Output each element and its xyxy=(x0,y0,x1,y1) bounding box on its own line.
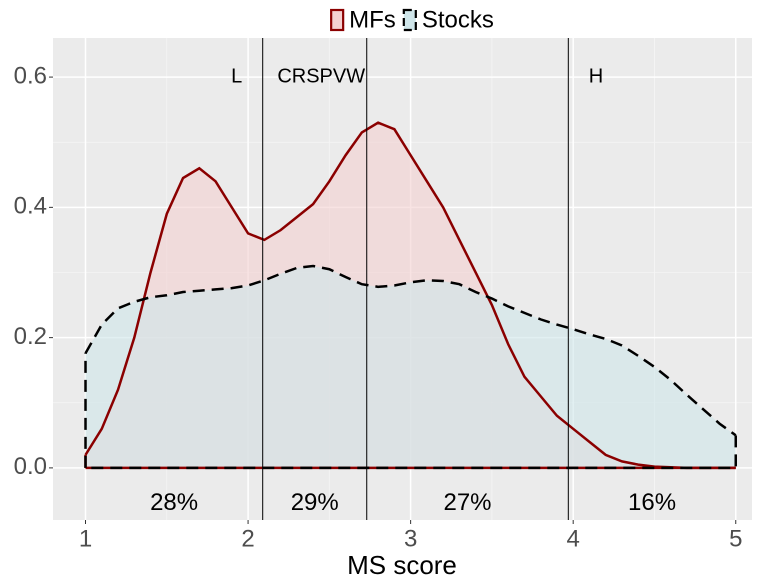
legend-key xyxy=(402,8,417,32)
density-line xyxy=(84,264,737,437)
x-tick-label: 3 xyxy=(404,525,417,552)
x-tick-label: 2 xyxy=(241,525,254,552)
annotation: CRSPVW xyxy=(277,65,365,87)
x-axis-title: MS score xyxy=(347,550,457,580)
y-tick-label: 0.4 xyxy=(14,193,47,220)
share-label: 16% xyxy=(628,489,676,516)
y-tick-label: 0.6 xyxy=(14,62,47,89)
share-label: 27% xyxy=(443,489,491,516)
legend-label: Stocks xyxy=(422,6,494,33)
density-line xyxy=(84,121,736,470)
y-tick-label: 0.0 xyxy=(14,453,47,480)
share-label: 28% xyxy=(150,489,198,516)
share-label: 29% xyxy=(291,489,339,516)
legend-key xyxy=(330,8,345,32)
legend-label: MFs xyxy=(349,6,396,33)
annotation: H xyxy=(589,65,603,87)
x-tick-label: 4 xyxy=(567,525,580,552)
x-tick-label: 5 xyxy=(729,525,742,552)
area-fill xyxy=(85,265,736,468)
density-edge xyxy=(85,435,737,470)
annotation: L xyxy=(231,65,242,87)
y-tick-label: 0.2 xyxy=(14,323,47,350)
x-tick-label: 1 xyxy=(79,525,92,552)
